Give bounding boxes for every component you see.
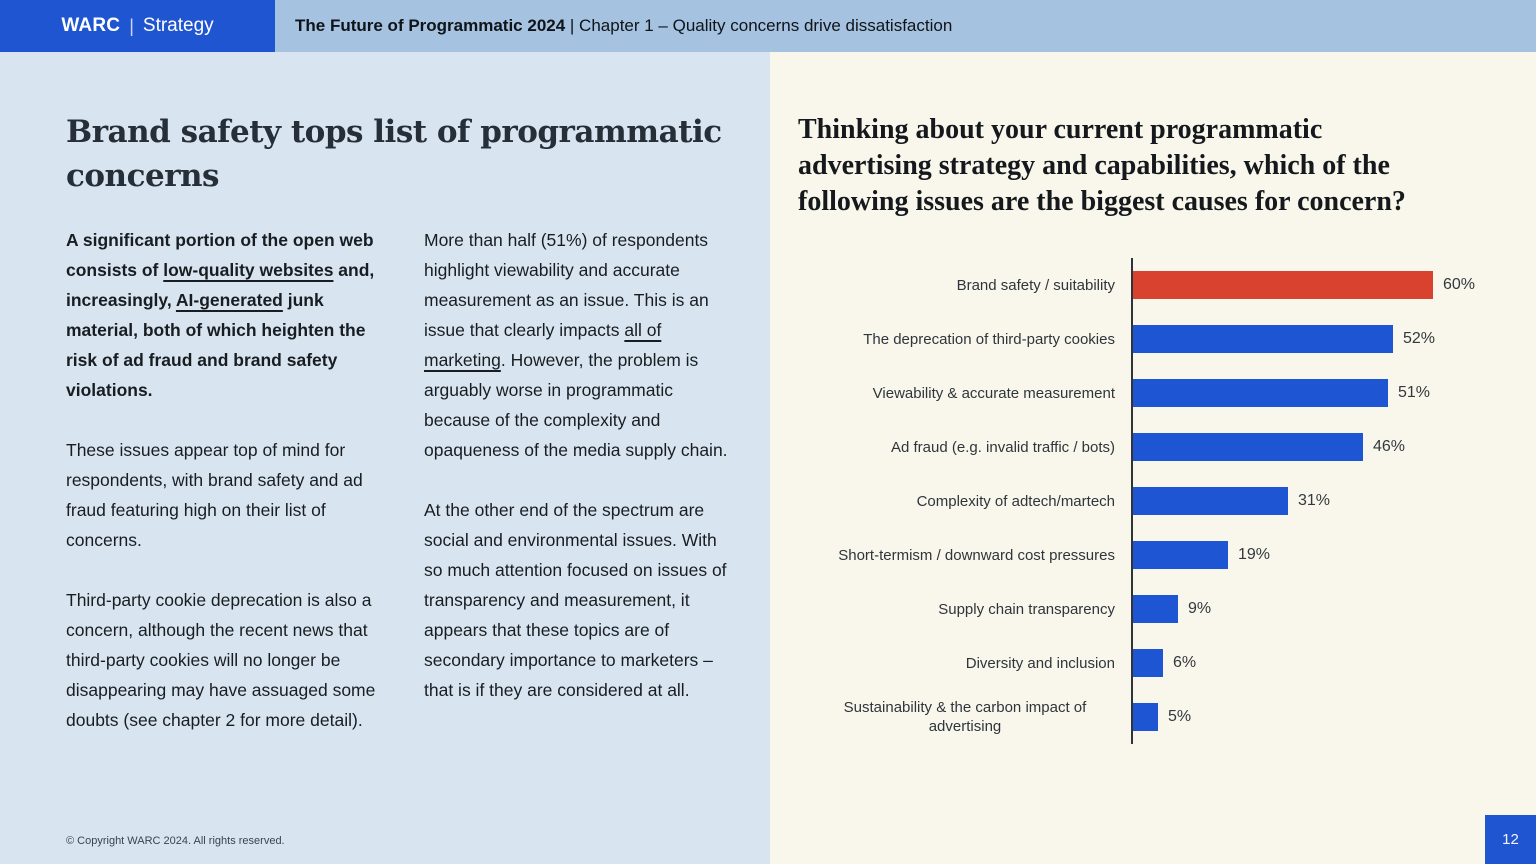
bar <box>1133 433 1363 461</box>
paragraph: At the other end of the spectrum are soc… <box>424 500 727 700</box>
text-segment: More than half (51%) of respondents high… <box>424 230 709 340</box>
value-label: 6% <box>1173 654 1197 671</box>
bar <box>1133 379 1388 407</box>
category-label-text: Supply chain transparency <box>938 600 1115 618</box>
text-column-2: More than half (51%) of respondents high… <box>424 225 734 765</box>
report-title: The Future of Programmatic 2024 | Chapte… <box>295 16 952 36</box>
text-segment: junk material, both of which heighten th… <box>66 290 366 400</box>
bar <box>1133 487 1288 515</box>
chart-rows: Brand safety / suitability 60% The depreca… <box>798 258 1498 744</box>
survey-question-title: Thinking about your current programmatic… <box>798 112 1508 220</box>
text-line: concerns <box>66 158 220 194</box>
text-segment: A significant portion of the open web co… <box>66 230 374 280</box>
page-number-box: 12 <box>1485 815 1536 864</box>
bar-zone: 51% <box>1131 379 1430 407</box>
chart-row: Diversity and inclusion 6% <box>798 636 1498 690</box>
top-bar: WARC | Strategy The Future of Programmat… <box>0 0 1536 52</box>
category-label-text: Viewability & accurate measurement <box>872 384 1115 402</box>
bar <box>1133 595 1178 623</box>
category-label-text: Short-termism / downward cost pressures <box>838 546 1115 564</box>
inline-link[interactable]: low-quality websites <box>163 260 334 280</box>
brand-suffix: Strategy <box>142 15 214 36</box>
chart-row: Complexity of adtech/martech 31% <box>798 474 1498 528</box>
bar <box>1133 271 1433 299</box>
text-column-1: A significant portion of the open web co… <box>66 225 376 765</box>
category-label-text: Brand safety / suitability <box>956 276 1115 294</box>
category-label: Diversity and inclusion <box>798 654 1131 673</box>
category-label: Complexity of adtech/martech <box>798 492 1131 511</box>
inline-link[interactable]: AI-generated <box>175 290 283 310</box>
right-panel: Thinking about your current programmatic… <box>770 52 1536 864</box>
chart-row: Brand safety / suitability 60% <box>798 258 1498 312</box>
bar-zone: 6% <box>1131 649 1196 677</box>
value-label: 19% <box>1238 546 1271 563</box>
chart-row: Viewability & accurate measurement 51% <box>798 366 1498 420</box>
bar <box>1133 325 1393 353</box>
value-label: 51% <box>1398 384 1431 401</box>
page-number: 12 <box>1502 831 1519 848</box>
value-label: 52% <box>1403 330 1436 347</box>
bar-zone: 19% <box>1131 541 1270 569</box>
report-title-chapter: | Chapter 1 – Quality concerns drive dis… <box>565 16 953 35</box>
category-label-text: Ad fraud (e.g. invalid traffic / bots) <box>891 438 1115 456</box>
category-label: Brand safety / suitability <box>798 276 1131 295</box>
text-line: Brand safety tops list of programmatic <box>66 114 722 150</box>
bar <box>1133 703 1158 731</box>
left-panel: Brand safety tops list of programmatic co… <box>0 52 770 864</box>
category-label: Viewability & accurate measurement <box>798 384 1131 403</box>
category-label-text: Sustainability & the carbon impact of ad… <box>843 699 1087 735</box>
category-label: Supply chain transparency <box>798 600 1131 619</box>
bar-zone: 52% <box>1131 325 1435 353</box>
text-line: advertising strategy and capabilities, w… <box>798 150 1390 181</box>
paragraph: Third-party cookie deprecation is also a… <box>66 590 376 730</box>
category-label: The deprecation of third-party cookies <box>798 330 1131 349</box>
bar <box>1133 649 1163 677</box>
header-strip: The Future of Programmatic 2024 | Chapte… <box>275 0 1536 52</box>
bar-zone: 31% <box>1131 487 1330 515</box>
value-label: 46% <box>1373 438 1406 455</box>
category-label: Ad fraud (e.g. invalid traffic / bots) <box>798 438 1131 457</box>
value-label: 5% <box>1168 708 1192 725</box>
warc-strategy-logo: WARC | Strategy <box>0 0 275 52</box>
category-label: Sustainability & the carbon impact of ad… <box>798 698 1131 736</box>
category-label-text: Complexity of adtech/martech <box>916 492 1115 510</box>
value-label: 9% <box>1188 600 1212 617</box>
text-line: Thinking about your current programmatic <box>798 114 1323 145</box>
chart-row: Sustainability & the carbon impact of ad… <box>798 690 1498 744</box>
inline-link[interactable]: all of marketing <box>424 320 662 370</box>
value-label: 60% <box>1443 276 1476 293</box>
chart-axis-line <box>1131 258 1133 744</box>
bar-chart: Brand safety / suitability 60% The depreca… <box>798 258 1498 744</box>
brand-name: WARC <box>61 15 121 36</box>
brand-divider: | <box>129 15 134 36</box>
text-line: following issues are the biggest causes … <box>798 186 1406 217</box>
chart-row: The deprecation of third-party cookies 52… <box>798 312 1498 366</box>
category-label-text: Diversity and inclusion <box>965 654 1115 672</box>
report-title-bold: The Future of Programmatic 2024 <box>295 16 566 35</box>
bar-zone: 9% <box>1131 595 1211 623</box>
chart-row: Ad fraud (e.g. invalid traffic / bots) 46… <box>798 420 1498 474</box>
category-label: Short-termism / downward cost pressures <box>798 546 1131 565</box>
bar <box>1133 541 1228 569</box>
copyright-notice: © Copyright WARC 2024. All rights reserv… <box>66 835 285 847</box>
bar-zone: 5% <box>1131 703 1191 731</box>
paragraph: These issues appear top of mind for resp… <box>66 440 363 550</box>
text-segment: . However, the problem is arguably worse… <box>424 350 728 460</box>
chart-row: Short-termism / downward cost pressures 1… <box>798 528 1498 582</box>
text-segment: and, increasingly, <box>66 260 375 310</box>
bar-zone: 46% <box>1131 433 1405 461</box>
category-label-text: The deprecation of third-party cookies <box>863 330 1115 348</box>
chart-row: Supply chain transparency 9% <box>798 582 1498 636</box>
value-label: 31% <box>1298 492 1331 509</box>
body-columns: A significant portion of the open web co… <box>66 225 734 765</box>
page-heading: Brand safety tops list of programmatic co… <box>66 110 734 198</box>
paragraph-lead: A significant portion of the open web co… <box>66 225 376 405</box>
bar-zone: 60% <box>1131 271 1475 299</box>
paragraph: More than half (51%) of respondents high… <box>424 225 734 465</box>
